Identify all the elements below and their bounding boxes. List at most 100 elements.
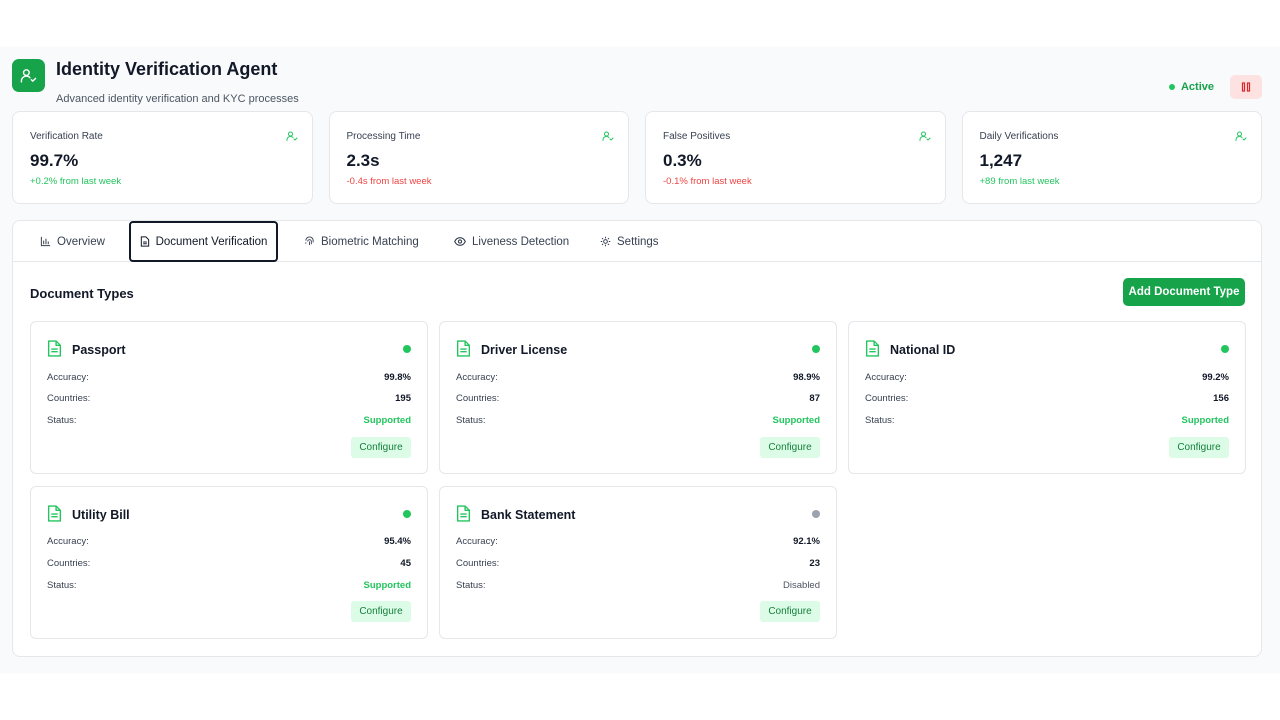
- bar-chart-icon: [40, 236, 51, 247]
- countries-label: Countries:: [456, 558, 500, 569]
- countries-value: 156: [1213, 393, 1229, 404]
- status-indicator: Active: [1168, 81, 1214, 93]
- tab-liveness-detection[interactable]: Liveness Detection: [454, 221, 569, 262]
- add-document-type-button[interactable]: Add Document Type: [1123, 278, 1245, 306]
- stat-change: +0.2% from last week: [30, 176, 122, 187]
- document-icon: [140, 236, 149, 247]
- accuracy-label: Accuracy:: [456, 372, 498, 383]
- eye-icon: [454, 237, 466, 246]
- stat-label: Processing Time: [346, 131, 421, 142]
- pause-icon: [1241, 82, 1251, 92]
- stat-change: -0.4s from last week: [346, 176, 432, 187]
- section-title: Document Types: [30, 286, 134, 301]
- status-value: Supported: [772, 415, 821, 426]
- configure-button[interactable]: Configure: [760, 601, 820, 622]
- stat-value: 2.3s: [346, 151, 380, 170]
- document-icon: [456, 505, 471, 522]
- document-card-bank-statement: Bank Statement Accuracy: 92.1% Countries…: [439, 486, 837, 639]
- configure-button[interactable]: Configure: [351, 437, 411, 458]
- document-name: Utility Bill: [72, 508, 130, 522]
- accuracy-value: 95.4%: [384, 536, 411, 547]
- configure-button[interactable]: Configure: [760, 437, 820, 458]
- status-value: Supported: [363, 415, 412, 426]
- accuracy-value: 99.8%: [384, 372, 411, 383]
- stat-card-false-positives: False Positives 0.3% -0.1% from last wee…: [645, 111, 946, 204]
- accuracy-value: 99.2%: [1202, 372, 1229, 383]
- fingerprint-icon: [305, 236, 314, 246]
- configure-button[interactable]: Configure: [1169, 437, 1229, 458]
- page-subtitle: Advanced identity verification and KYC p…: [56, 93, 299, 105]
- status-dot: [1221, 345, 1229, 353]
- countries-value: 23: [809, 558, 820, 569]
- tab-label: Overview: [57, 235, 105, 248]
- countries-label: Countries:: [865, 393, 909, 404]
- tab-settings[interactable]: Settings: [600, 221, 659, 262]
- tab-document-verification[interactable]: Document Verification: [129, 221, 278, 262]
- status-label: Active: [1180, 81, 1214, 93]
- app: Identity Verification Agent Advanced ide…: [0, 47, 1280, 673]
- user-check-icon: [12, 59, 45, 92]
- stat-value: 99.7%: [30, 151, 79, 170]
- document-icon: [47, 505, 62, 522]
- document-card-utility-bill: Utility Bill Accuracy: 95.4% Countries: …: [30, 486, 428, 639]
- pause-button[interactable]: [1230, 75, 1262, 99]
- document-name: Passport: [72, 343, 126, 357]
- countries-label: Countries:: [47, 558, 91, 569]
- status-value: Disabled: [783, 580, 820, 591]
- document-name: National ID: [890, 343, 956, 357]
- tab-label: Document Verification: [155, 235, 268, 248]
- stats-row: Verification Rate 99.7% +0.2% from last …: [12, 111, 1262, 204]
- document-card-passport: Passport Accuracy: 99.8% Countries: 195 …: [30, 321, 428, 474]
- stat-value: 1,247: [979, 151, 1023, 170]
- tab-biometric-matching[interactable]: Biometric Matching: [304, 221, 419, 262]
- status-label: Status:: [865, 415, 895, 426]
- stat-change: -0.1% from last week: [663, 176, 752, 187]
- accuracy-label: Accuracy:: [47, 372, 89, 383]
- document-card-driver-license: Driver License Accuracy: 98.9% Countries…: [439, 321, 837, 474]
- status-dot: [1168, 84, 1175, 90]
- countries-value: 195: [395, 393, 411, 404]
- stat-card-daily-verifications: Daily Verifications 1,247 +89 from last …: [961, 111, 1262, 204]
- configure-button[interactable]: Configure: [351, 601, 411, 622]
- stat-label: Daily Verifications: [979, 131, 1059, 142]
- document-icon: [456, 340, 471, 357]
- tab-bar: Overview Document Verification Biometric…: [13, 221, 1261, 262]
- user-check-icon: [285, 131, 297, 141]
- countries-value: 87: [809, 393, 820, 404]
- status-dot: [812, 345, 820, 353]
- accuracy-label: Accuracy:: [47, 536, 89, 547]
- user-check-icon: [602, 131, 614, 141]
- document-name: Driver License: [481, 343, 568, 357]
- document-icon: [865, 340, 880, 357]
- status-label: Status:: [456, 415, 486, 426]
- status-value: Supported: [1181, 415, 1230, 426]
- status-value: Supported: [363, 580, 412, 591]
- status-label: Status:: [456, 580, 486, 591]
- status-label: Status:: [47, 415, 77, 426]
- countries-value: 45: [400, 558, 411, 569]
- accuracy-label: Accuracy:: [456, 536, 498, 547]
- document-icon: [47, 340, 62, 357]
- main-panel: Overview Document Verification Biometric…: [12, 220, 1262, 657]
- page-title: Identity Verification Agent: [56, 59, 278, 79]
- status-label: Status:: [47, 580, 77, 591]
- stat-card-processing-time: Processing Time 2.3s -0.4s from last wee…: [328, 111, 629, 204]
- stat-label: Verification Rate: [30, 131, 103, 142]
- accuracy-value: 92.1%: [793, 536, 820, 547]
- stat-value: 0.3%: [663, 151, 702, 170]
- header: Identity Verification Agent Advanced ide…: [12, 59, 1262, 105]
- countries-label: Countries:: [47, 393, 91, 404]
- document-card-national-id: National ID Accuracy: 99.2% Countries: 1…: [848, 321, 1246, 474]
- user-check-icon: [918, 131, 930, 141]
- status-dot: [403, 345, 411, 353]
- tab-label: Liveness Detection: [472, 235, 570, 248]
- stat-card-verification-rate: Verification Rate 99.7% +0.2% from last …: [12, 111, 313, 204]
- document-name: Bank Statement: [481, 508, 576, 522]
- gear-icon: [600, 236, 611, 247]
- tab-overview[interactable]: Overview: [40, 221, 105, 262]
- accuracy-label: Accuracy:: [865, 372, 907, 383]
- tab-label: Biometric Matching: [321, 235, 419, 248]
- accuracy-value: 98.9%: [793, 372, 820, 383]
- stat-label: False Positives: [663, 131, 731, 142]
- countries-label: Countries:: [456, 393, 500, 404]
